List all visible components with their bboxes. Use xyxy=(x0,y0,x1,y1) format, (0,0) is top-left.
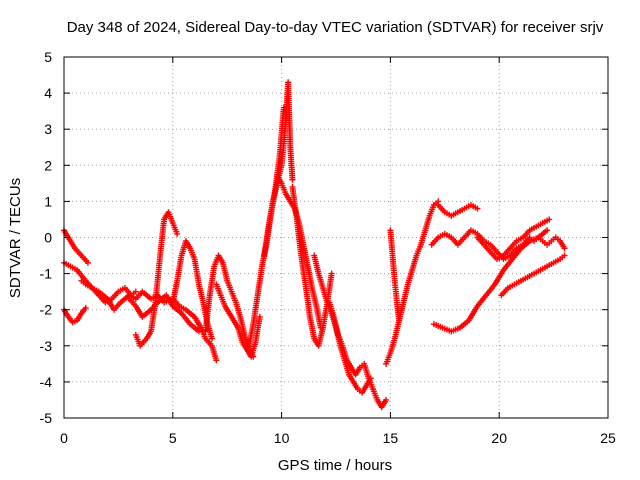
y-tick-label: -5 xyxy=(40,410,53,426)
y-tick-label: 4 xyxy=(44,85,52,101)
series-track-23 xyxy=(531,234,568,252)
x-tick-label: 15 xyxy=(383,430,399,446)
x-tick-label: 20 xyxy=(491,430,507,446)
x-tick-label: 0 xyxy=(60,430,68,446)
y-tick-label: -1 xyxy=(40,266,53,282)
series-track-17 xyxy=(387,227,403,324)
y-tick-label: -4 xyxy=(40,374,53,390)
series-track-15 xyxy=(326,299,390,411)
grid-lines xyxy=(64,57,608,418)
series-track-4 xyxy=(78,277,139,306)
series-track-18 xyxy=(435,202,481,219)
series-track-13 xyxy=(289,183,335,349)
data-point xyxy=(383,396,390,403)
data-point xyxy=(195,328,202,335)
series-track-16 xyxy=(383,198,442,367)
series-track-6 xyxy=(126,292,202,335)
axis-ticks: 0 5 10 15 20 25 -5 -4 -3 -2 -1 0 1 2 3 4 5 xyxy=(40,49,616,446)
series-track-19 xyxy=(428,227,533,263)
data-point xyxy=(546,216,553,223)
y-tick-label: 2 xyxy=(44,157,52,173)
data-point xyxy=(84,259,91,266)
x-tick-label: 10 xyxy=(274,430,290,446)
data-point xyxy=(289,176,296,183)
series-track-20 xyxy=(430,227,551,335)
y-tick-label: 1 xyxy=(44,193,52,209)
x-tick-label: 25 xyxy=(600,430,616,446)
data-point xyxy=(561,252,568,259)
y-axis-label: SDTVAR / TECUs xyxy=(7,178,24,298)
data-point xyxy=(256,313,263,320)
chart-title: Day 348 of 2024, Sidereal Day-to-day VTE… xyxy=(67,19,604,36)
series-track-22 xyxy=(498,252,568,299)
series-track-5 xyxy=(132,209,181,349)
x-tick-label: 5 xyxy=(169,430,177,446)
data-point xyxy=(396,317,403,324)
data-point xyxy=(174,230,181,237)
data-point xyxy=(208,335,215,342)
data-point xyxy=(544,227,551,234)
x-axis-label: GPS time / hours xyxy=(278,457,392,474)
y-tick-label: 3 xyxy=(44,121,52,137)
data-point xyxy=(561,245,568,252)
data-point xyxy=(82,304,89,311)
y-tick-label: 0 xyxy=(44,230,52,246)
data-points xyxy=(61,79,568,411)
series-track-9 xyxy=(213,281,263,360)
series-track-7 xyxy=(169,238,215,342)
y-tick-label: -2 xyxy=(40,302,53,318)
data-point xyxy=(474,205,481,212)
data-point xyxy=(213,357,220,364)
series-track-21 xyxy=(474,216,553,263)
y-tick-label: -3 xyxy=(40,338,53,354)
series-track-2 xyxy=(61,227,91,266)
y-tick-label: 5 xyxy=(44,49,52,65)
series-track-3 xyxy=(61,304,89,326)
data-point xyxy=(132,288,139,295)
data-point xyxy=(328,270,335,277)
